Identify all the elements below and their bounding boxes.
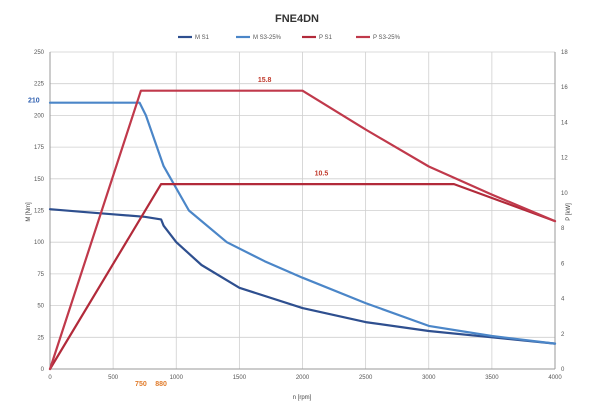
annotation-2: 210 xyxy=(28,98,40,105)
series-line-m-s1 xyxy=(48,208,557,345)
chart-title: FNE4DN xyxy=(275,13,319,25)
x-tick-label-1: 500 xyxy=(108,375,119,381)
legend-label-3: P S3-25% xyxy=(373,35,401,41)
y-tick-label-1: 25 xyxy=(37,335,44,341)
y-tick-label-5: 125 xyxy=(34,209,45,215)
series-line-m-s3-25- xyxy=(48,101,557,345)
x-tick-label-6: 3000 xyxy=(422,375,436,381)
y-tick-label-7: 175 xyxy=(34,145,45,151)
series-group xyxy=(48,89,557,371)
annotation-3: 750 xyxy=(135,381,147,388)
x-tick-label-8: 4000 xyxy=(548,375,562,381)
x-tick-label-7: 3500 xyxy=(485,375,499,381)
y-tick-label-6: 150 xyxy=(34,177,45,183)
y-axis-title: M [Nm] xyxy=(26,202,32,222)
y2-tick-label-3: 6 xyxy=(561,261,565,267)
x-tick-label-0: 0 xyxy=(48,375,52,381)
y-tick-label-3: 75 xyxy=(37,272,44,278)
annotation-0: 15.8 xyxy=(258,77,272,84)
y-tick-label-9: 225 xyxy=(34,82,45,88)
y2-tick-label-1: 2 xyxy=(561,332,565,338)
series-line-p-s3-25- xyxy=(48,89,557,371)
x-axis-title: n [rpm] xyxy=(293,395,312,401)
x-tick-label-5: 2500 xyxy=(359,375,373,381)
legend-label-1: M S3-25% xyxy=(253,35,282,41)
axes xyxy=(49,52,556,370)
legend-label-2: P S1 xyxy=(319,35,333,41)
annotation-4: 880 xyxy=(155,381,167,388)
y2-axis-title: P [kW] xyxy=(566,203,572,221)
y-tick-label-0: 0 xyxy=(41,367,45,373)
y-tick-label-4: 100 xyxy=(34,240,45,246)
y-tick-label-8: 200 xyxy=(34,113,45,119)
x-tick-label-4: 2000 xyxy=(296,375,310,381)
y2-tick-label-5: 10 xyxy=(561,191,568,197)
legend-label-0: M S1 xyxy=(195,35,210,41)
grid xyxy=(49,51,556,370)
y-tick-label-10: 250 xyxy=(34,50,45,56)
y2-tick-label-2: 4 xyxy=(561,297,565,303)
annotation-1: 10.5 xyxy=(315,170,329,177)
y2-tick-label-4: 8 xyxy=(561,226,565,232)
y2-tick-label-9: 18 xyxy=(561,50,568,56)
x-tick-label-3: 1500 xyxy=(233,375,247,381)
series-line-p-s1 xyxy=(48,183,557,371)
x-tick-label-2: 1000 xyxy=(170,375,184,381)
legend: M S1 M S3-25% P S1 P S3-25% xyxy=(178,35,401,41)
y2-tick-label-7: 14 xyxy=(561,120,568,126)
y2-tick-label-8: 16 xyxy=(561,85,568,91)
ticks: 0 500 1000 1500 2000 2500 3000 3500 400002550751… xyxy=(34,50,568,381)
y-tick-label-2: 50 xyxy=(37,304,44,310)
y2-tick-label-6: 12 xyxy=(561,156,568,162)
y2-tick-label-0: 0 xyxy=(561,367,565,373)
